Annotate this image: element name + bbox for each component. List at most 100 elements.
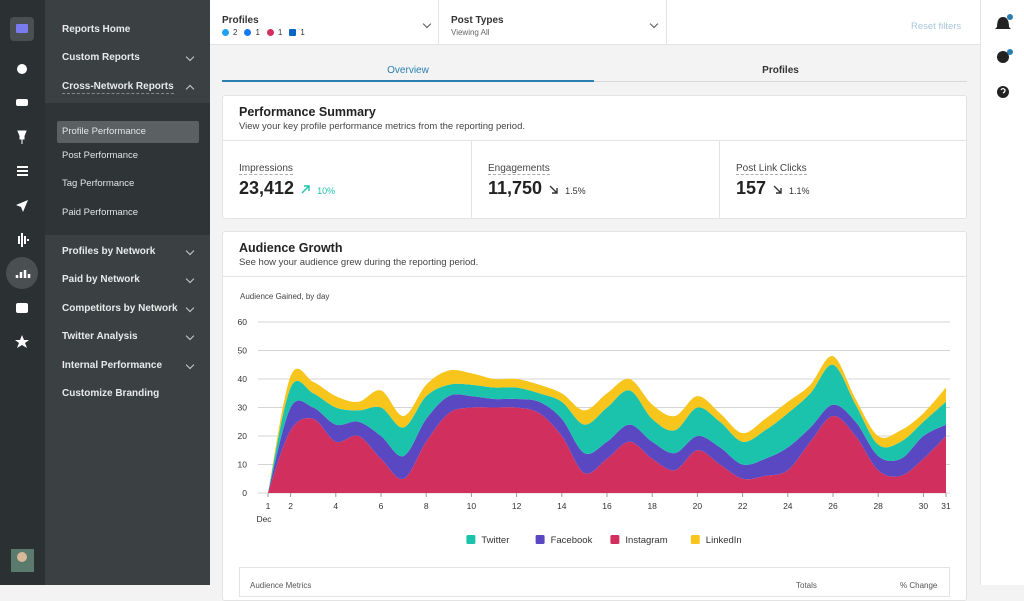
reports-icon[interactable] bbox=[15, 270, 31, 278]
x-tick-label: 14 bbox=[557, 501, 567, 511]
x-tick-label: 30 bbox=[919, 501, 929, 511]
list-icon[interactable] bbox=[17, 166, 28, 176]
x-tick-label: 10 bbox=[467, 501, 477, 511]
profile-count: 1 bbox=[300, 28, 305, 37]
x-tick-label: 6 bbox=[379, 501, 384, 511]
profile-count: 2 bbox=[233, 28, 238, 37]
y-tick-label: 10 bbox=[238, 460, 248, 470]
y-tick-label: 60 bbox=[238, 317, 248, 327]
pin-icon[interactable] bbox=[17, 130, 27, 144]
badge bbox=[1007, 14, 1013, 20]
metric-value: 23,412 bbox=[239, 178, 295, 198]
metric-change: 1.1% bbox=[789, 186, 810, 196]
audience-subtitle: See how your audience grew during the re… bbox=[239, 257, 479, 268]
summary-card: Performance Summary View your key profil… bbox=[222, 95, 967, 219]
sub-item[interactable]: Post Performance bbox=[62, 149, 139, 161]
summary-subtitle: View your key profile performance metric… bbox=[239, 121, 526, 132]
filter-bar: Profiles 2 1 1 1 Post Types Viewing All Res… bbox=[210, 0, 980, 45]
divider bbox=[666, 0, 667, 45]
right-rail bbox=[980, 0, 1024, 585]
tab-overview[interactable]: Overview bbox=[387, 65, 429, 76]
dashboard-icon[interactable] bbox=[17, 64, 27, 74]
rail-icons bbox=[6, 17, 38, 572]
metric-change: 1.5% bbox=[565, 186, 586, 196]
star-icon[interactable] bbox=[15, 335, 29, 348]
profiles-filter-label[interactable]: Profiles bbox=[222, 15, 259, 26]
nav-item[interactable]: Paid by Network bbox=[62, 274, 140, 286]
nav-item[interactable]: Profiles by Network bbox=[62, 246, 156, 257]
x-tick-label: 1 bbox=[266, 501, 271, 511]
metric: Engagements 11,750 1.5% bbox=[471, 141, 719, 219]
metrics-row: Impressions 23,412 10% Engagements 11,750 1.5… bbox=[223, 141, 966, 219]
sub-item-active[interactable]: Profile Performance bbox=[57, 121, 199, 143]
tab-active-underline bbox=[222, 80, 594, 82]
metric-row: 23,412 10% bbox=[239, 178, 335, 199]
metric-label: Engagements bbox=[488, 163, 550, 175]
x-month-label: Dec bbox=[256, 514, 272, 524]
arrow-path bbox=[549, 185, 558, 194]
right-icons bbox=[995, 14, 1013, 98]
nav-item[interactable]: Custom Reports bbox=[62, 52, 140, 63]
legend-label: Instagram bbox=[625, 535, 667, 546]
nav-item[interactable]: Cross-Network Reports bbox=[62, 81, 174, 94]
listen-icon[interactable] bbox=[17, 233, 29, 247]
inbox-icon[interactable] bbox=[16, 99, 28, 106]
page: Reports {"nav_top": ["Reports Home", "Cu… bbox=[0, 0, 1024, 585]
legend-swatch bbox=[535, 535, 545, 544]
reset-filters[interactable]: Reset filters bbox=[911, 21, 962, 32]
sub-item[interactable]: Paid Performance bbox=[62, 206, 139, 218]
metric-change: 10% bbox=[317, 186, 336, 196]
y-axis-label: Audience Gained, by day bbox=[240, 292, 329, 301]
profile-counts: 2 1 1 1 bbox=[222, 28, 308, 37]
metric-value: 157 bbox=[736, 178, 767, 198]
sub-item[interactable]: Tag Performance bbox=[62, 178, 135, 189]
tab-profiles[interactable]: Profiles bbox=[762, 65, 799, 76]
x-tick-label: 16 bbox=[602, 501, 612, 511]
send-icon[interactable] bbox=[16, 200, 28, 212]
summary-title: Performance Summary bbox=[239, 105, 376, 119]
arrow-path bbox=[301, 185, 310, 194]
metric-row: 157 1.1% bbox=[736, 178, 810, 199]
legend-swatch bbox=[690, 535, 700, 544]
y-tick-label: 0 bbox=[242, 488, 247, 498]
icon-rail bbox=[0, 0, 45, 585]
chat-icon[interactable] bbox=[997, 51, 1009, 63]
trend-arrow bbox=[301, 185, 310, 194]
y-tick-label: 50 bbox=[238, 346, 248, 356]
y-tick-label: 20 bbox=[238, 431, 248, 441]
help-icon[interactable] bbox=[997, 86, 1009, 98]
post-types-label[interactable]: Post Types bbox=[451, 15, 504, 26]
trend-arrow bbox=[549, 185, 558, 194]
nav-item[interactable]: Customize Branding bbox=[62, 388, 160, 399]
metric: Post Link Clicks 157 1.1% bbox=[719, 141, 967, 219]
nav-item[interactable]: Internal Performance bbox=[62, 359, 163, 371]
area-series bbox=[268, 394, 946, 493]
nav-item[interactable]: Twitter Analysis bbox=[62, 331, 138, 343]
post-types-value: Viewing All bbox=[451, 28, 490, 37]
metric: Impressions 23,412 10% bbox=[223, 141, 471, 219]
bell-icon[interactable] bbox=[995, 17, 1011, 29]
avatar-face bbox=[17, 552, 27, 562]
x-tick-label: 22 bbox=[738, 501, 748, 511]
metric-row: 11,750 1.5% bbox=[488, 178, 586, 199]
legend-swatch bbox=[610, 535, 620, 544]
area-series bbox=[268, 407, 946, 493]
nav-item[interactable]: Reports Home bbox=[62, 24, 131, 35]
arrow-path bbox=[773, 185, 782, 194]
y-tick-label: 30 bbox=[238, 403, 248, 413]
area-series bbox=[268, 356, 946, 493]
area-series bbox=[268, 364, 946, 493]
nav-panel: Reports Home Custom Reports Cross-Network … bbox=[45, 0, 210, 585]
x-tick-label: 24 bbox=[783, 501, 793, 511]
legend-swatch bbox=[466, 535, 476, 544]
folder-icon[interactable] bbox=[16, 24, 28, 33]
badge bbox=[1007, 49, 1013, 55]
profile-count: 1 bbox=[255, 28, 260, 37]
x-tick-label: 8 bbox=[424, 501, 429, 511]
nav-item[interactable]: Competitors by Network bbox=[62, 302, 178, 314]
network-icon bbox=[289, 29, 297, 36]
bot-icon[interactable] bbox=[16, 303, 28, 313]
network-icon bbox=[244, 29, 252, 36]
x-tick-label: 20 bbox=[693, 501, 703, 511]
x-tick-label: 12 bbox=[512, 501, 522, 511]
